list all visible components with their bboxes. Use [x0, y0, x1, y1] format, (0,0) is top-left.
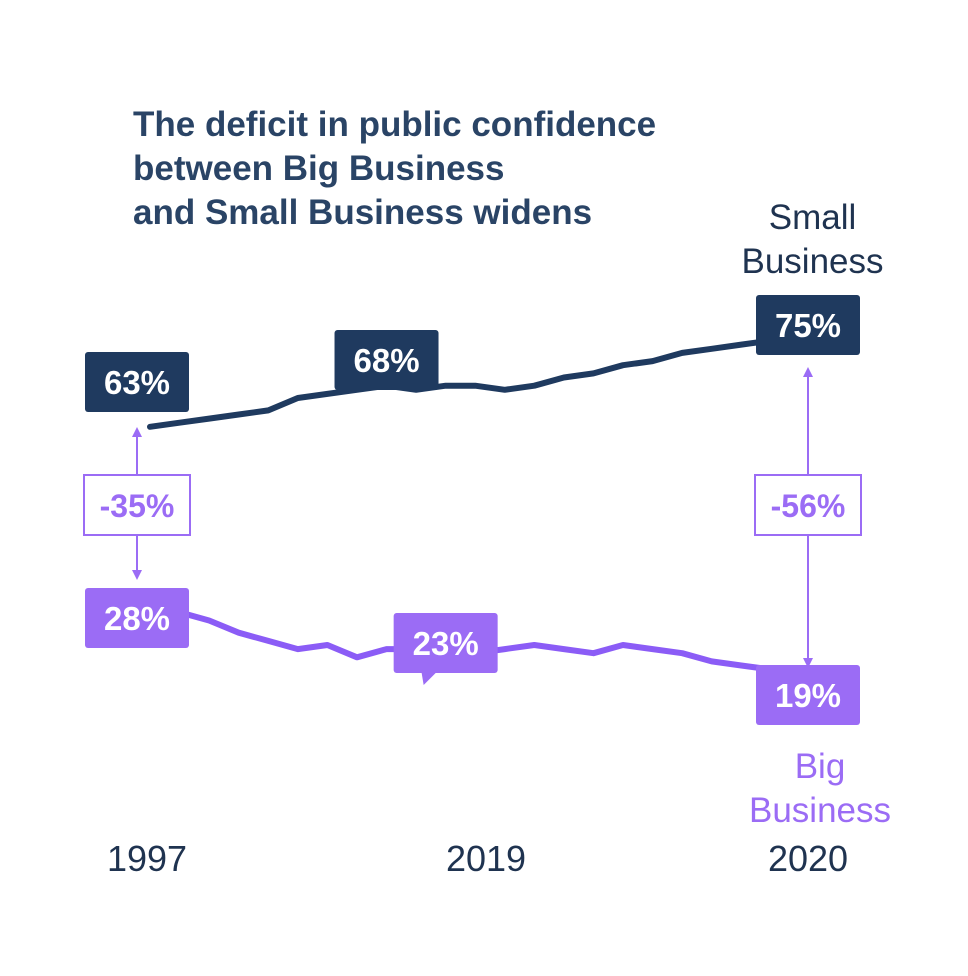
value-label-box [85, 352, 189, 412]
x-tick-2020: 2020 [767, 838, 849, 879]
series-label-big-line-1: Big [794, 747, 846, 786]
value-label-big-business-1: 23% [393, 613, 498, 685]
gap-box-1 [754, 474, 862, 536]
value-label-pointer [421, 673, 436, 685]
value-label-box [334, 330, 439, 390]
series-label-small-line-2: Business [741, 242, 884, 281]
x-tick-2019: 2019 [445, 838, 527, 879]
value-label-big-business-2: 19% [756, 665, 860, 725]
x-tick-1997: 1997 [106, 838, 188, 879]
value-label-box [393, 613, 498, 673]
series-label-small-business: Small Business [730, 196, 895, 284]
series-label-big-line-2: Business [748, 791, 892, 830]
gap-box-0 [83, 474, 191, 536]
value-label-text: 28% [104, 600, 170, 637]
value-label-text: 68% [353, 342, 419, 379]
series-line-small-business [147, 325, 833, 430]
gap-label-0: -35% [100, 488, 175, 524]
value-label-text: 23% [413, 625, 479, 662]
chart-title-line-2: between Big Business [133, 149, 505, 188]
value-label-box [756, 295, 860, 355]
value-label-box [756, 665, 860, 725]
value-label-text: 19% [775, 677, 841, 714]
value-label-text: 63% [104, 364, 170, 401]
value-label-big-business-0: 28% [85, 588, 189, 648]
series-label-small-line-1: Small [768, 198, 857, 237]
chart-title-line-1: The deficit in public confidence [133, 105, 657, 144]
value-label-box [85, 588, 189, 648]
value-label-small-business-1: 68% [334, 330, 439, 390]
value-label-small-business-0: 63% [85, 352, 189, 412]
series-label-big-business: Big Business [735, 745, 905, 833]
chart-title-line-3: and Small Business widens [133, 193, 593, 232]
value-label-text: 75% [775, 307, 841, 344]
value-label-small-business-2: 75% [756, 295, 860, 355]
chart-title: The deficit in public confidence between… [133, 103, 656, 235]
gap-label-1: -56% [771, 488, 846, 524]
